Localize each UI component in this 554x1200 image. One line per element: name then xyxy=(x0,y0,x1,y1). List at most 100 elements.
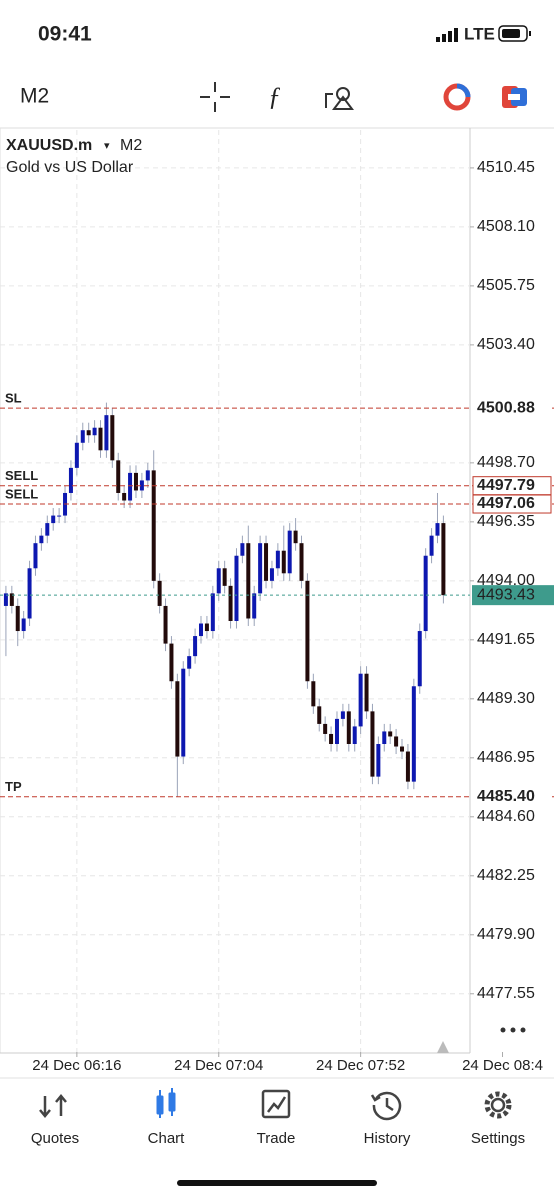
y-tick-label: 4491.65 xyxy=(477,631,535,648)
candle-body xyxy=(228,585,233,621)
objects-icon[interactable] xyxy=(325,87,354,110)
scroll-marker[interactable] xyxy=(437,1041,449,1053)
axes: 4510.45 4508.10 4505.75 4503.40 4498.70 4496.… xyxy=(32,159,554,1074)
x-tick-label: 24 Dec 08:4 xyxy=(462,1057,543,1074)
candle-body xyxy=(240,543,245,556)
tab[interactable]: History xyxy=(364,1091,411,1147)
candle-body xyxy=(74,442,79,468)
candle-body xyxy=(128,472,133,501)
y-tick-label: 4486.95 xyxy=(477,749,535,766)
candle-body xyxy=(157,580,162,606)
candle-body xyxy=(252,593,257,619)
symbol: XAUUSD.m xyxy=(6,137,92,154)
more-icon[interactable] xyxy=(500,1027,526,1033)
candle-body xyxy=(429,535,434,556)
tab-icon[interactable] xyxy=(261,1089,291,1119)
crosshair-icon[interactable] xyxy=(200,82,230,112)
tab[interactable]: Settings xyxy=(471,1091,525,1147)
toolbar-timeframe[interactable]: M2 xyxy=(20,85,49,108)
symbol-description: Gold vs US Dollar xyxy=(6,159,134,176)
level-name: SELL xyxy=(5,486,38,501)
candle-body xyxy=(193,636,198,657)
y-tick-label: 4489.30 xyxy=(477,690,535,707)
candle-body xyxy=(98,427,103,451)
tab-label[interactable]: Trade xyxy=(257,1130,296,1147)
x-tick-label: 24 Dec 07:04 xyxy=(174,1057,263,1074)
indicator-icon[interactable]: ƒ xyxy=(268,82,281,111)
account-icon[interactable] xyxy=(443,83,471,111)
candle-body xyxy=(269,568,274,581)
candle-body xyxy=(175,681,180,757)
tab-bar: Quotes Chart Trade History Settings xyxy=(31,1088,525,1147)
tab[interactable]: Chart xyxy=(148,1088,186,1147)
tab-icon-part xyxy=(267,1096,287,1113)
candle-body xyxy=(370,711,375,777)
level-label: 4485.40 xyxy=(477,788,535,805)
candle-body xyxy=(340,711,345,719)
level-label: 4497.79 xyxy=(477,477,535,494)
candle-body xyxy=(80,430,85,443)
candle-body xyxy=(169,643,174,682)
y-tick-label: 4503.40 xyxy=(477,336,535,353)
tab[interactable]: Quotes xyxy=(31,1094,79,1147)
x-tick-label: 24 Dec 06:16 xyxy=(32,1057,121,1074)
tab-label[interactable]: Settings xyxy=(471,1130,525,1147)
y-tick-label: 4484.60 xyxy=(477,808,535,825)
candle-body xyxy=(57,515,62,517)
tab-icon-part xyxy=(484,1091,512,1119)
candle-body xyxy=(281,550,286,574)
candle-body xyxy=(394,736,399,747)
candle-body xyxy=(222,568,227,586)
x-tick-label: 24 Dec 07:52 xyxy=(316,1057,405,1074)
candle-body xyxy=(258,543,263,594)
y-tick-label: 4477.55 xyxy=(477,985,535,1002)
y-tick-label: 4479.90 xyxy=(477,926,535,943)
level-label-box xyxy=(472,494,552,514)
candle-body xyxy=(116,460,121,493)
candle-body xyxy=(122,492,127,501)
tab[interactable]: Trade xyxy=(257,1089,296,1147)
level-label-bg xyxy=(472,787,552,806)
y-tick-label: 4505.75 xyxy=(477,277,535,294)
candle-body xyxy=(441,523,446,596)
candle-body xyxy=(435,523,440,536)
tab-icon[interactable] xyxy=(484,1091,512,1119)
tab-icon[interactable] xyxy=(156,1088,176,1118)
symbol-marker[interactable]: ▾ xyxy=(104,140,110,152)
candle-body xyxy=(39,535,44,544)
candle-body xyxy=(234,555,239,621)
y-tick-label: 4482.25 xyxy=(477,867,535,884)
y-tick-label: 4508.10 xyxy=(477,218,535,235)
trade-icon[interactable] xyxy=(502,86,527,108)
candle-body xyxy=(334,718,339,744)
candle-body xyxy=(210,593,215,632)
candle-body xyxy=(287,530,292,574)
tab-icon-part xyxy=(39,1094,67,1118)
candle-body xyxy=(382,731,387,744)
tab-icon-part xyxy=(159,1088,173,1118)
signal-icon xyxy=(436,28,458,42)
tab-icon-part xyxy=(372,1091,402,1121)
candle-body xyxy=(181,668,186,757)
candle-body xyxy=(199,623,204,637)
candle-body xyxy=(9,593,14,606)
status-network: LTE xyxy=(464,24,495,43)
candle-body xyxy=(27,568,32,619)
candle-body xyxy=(376,743,381,777)
level-label: 4500.88 xyxy=(477,399,535,416)
candle-body xyxy=(411,686,416,782)
candle-body xyxy=(216,568,221,594)
tab-label[interactable]: Quotes xyxy=(31,1130,79,1147)
tab-label[interactable]: History xyxy=(364,1130,411,1147)
candle-body xyxy=(388,731,393,737)
candle-body xyxy=(364,673,369,712)
tab-icon[interactable] xyxy=(39,1094,67,1118)
tab-label[interactable]: Chart xyxy=(148,1130,186,1147)
candle-body xyxy=(187,656,192,669)
candle-body xyxy=(133,472,138,491)
candle-body xyxy=(317,706,322,724)
tab-icon[interactable] xyxy=(370,1091,402,1121)
candle-body xyxy=(305,580,310,682)
